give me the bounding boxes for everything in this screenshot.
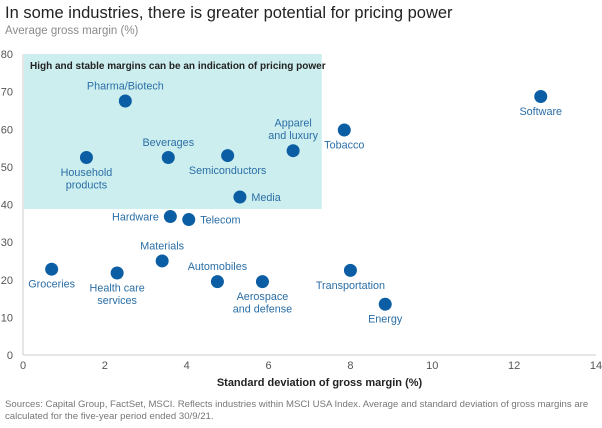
data-point[interactable]	[118, 94, 132, 108]
y-tick-label: 70	[1, 87, 13, 99]
y-axis-title: Average gross margin (%)	[5, 25, 139, 37]
chart-title: In some industries, there is greater pot…	[5, 4, 453, 22]
data-label: Pharma/Biotech	[87, 81, 164, 93]
data-label: Beverages	[142, 137, 194, 149]
x-tick-label: 12	[508, 360, 520, 372]
x-axis-ticks: 0 2 4 6 8 10 12 14	[20, 360, 602, 372]
data-point-group: Pharma/Biotech	[87, 81, 164, 108]
data-point[interactable]	[110, 266, 124, 280]
data-label: Media	[251, 192, 280, 204]
data-point-group: Hardware	[112, 210, 177, 224]
data-point[interactable]	[163, 210, 177, 224]
data-point[interactable]	[79, 150, 93, 164]
data-points: Pharma/Biotech Household products Beverages…	[28, 81, 562, 326]
data-point-group: Groceries	[28, 262, 76, 291]
data-point-group: Materials	[140, 240, 185, 268]
data-point-group: Semiconductors	[189, 149, 267, 177]
data-point[interactable]	[45, 262, 59, 276]
data-point[interactable]	[182, 213, 196, 227]
data-point-group: Media	[233, 190, 281, 204]
data-point-group: Beverages	[142, 137, 195, 164]
highlight-region-label: High and stable margins can be an indica…	[30, 61, 326, 72]
y-tick-label: 0	[7, 350, 13, 362]
data-point-group: Telecom	[182, 213, 240, 227]
data-label: Transportation	[316, 280, 385, 292]
data-point[interactable]	[343, 263, 357, 277]
data-point-group: Health care services	[90, 266, 145, 307]
data-label: Semiconductors	[189, 165, 267, 177]
y-tick-label: 50	[1, 162, 13, 174]
x-tick-label: 4	[184, 360, 190, 372]
data-label: Health care services	[90, 282, 145, 307]
x-tick-label: 2	[102, 360, 108, 372]
data-point[interactable]	[255, 275, 269, 289]
y-tick-label: 80	[1, 49, 13, 61]
data-label: Telecom	[200, 215, 240, 227]
data-point-group: Automobiles	[188, 261, 248, 289]
data-point[interactable]	[210, 275, 224, 289]
x-tick-label: 10	[426, 360, 438, 372]
data-label: Household products	[61, 167, 113, 192]
data-point[interactable]	[337, 123, 351, 137]
y-tick-label: 30	[1, 237, 13, 249]
data-label: Energy	[368, 314, 403, 326]
data-label: Apparel and luxury	[268, 118, 318, 143]
data-point-group: Software	[519, 90, 562, 118]
highlight-region	[24, 54, 322, 210]
data-point[interactable]	[161, 150, 175, 164]
data-point[interactable]	[233, 190, 247, 204]
y-tick-label: 20	[1, 275, 13, 287]
scatter-chart: High and stable margins can be an indica…	[1, 49, 602, 389]
data-point-group: Aerospace and defense	[233, 275, 292, 316]
data-point-group: Apparel and luxury	[268, 118, 319, 158]
data-label: Hardware	[112, 212, 159, 224]
x-tick-label: 6	[266, 360, 272, 372]
data-point[interactable]	[155, 254, 169, 268]
data-point[interactable]	[378, 297, 392, 311]
x-tick-label: 8	[347, 360, 353, 372]
data-label: Materials	[140, 240, 184, 252]
data-point-group: Transportation	[316, 263, 385, 292]
data-point[interactable]	[221, 149, 235, 163]
x-tick-label: 0	[20, 360, 26, 372]
y-tick-label: 10	[1, 312, 13, 324]
data-point[interactable]	[286, 144, 300, 158]
x-tick-label: 14	[590, 360, 602, 372]
y-tick-label: 60	[1, 124, 13, 136]
data-label: Automobiles	[188, 261, 248, 273]
y-tick-label: 40	[1, 200, 13, 212]
data-point-group: Tobacco	[324, 123, 364, 152]
data-label: Tobacco	[324, 140, 364, 152]
x-axis-label: Standard deviation of gross margin (%)	[217, 377, 423, 389]
data-label: Groceries	[28, 279, 75, 291]
data-point-group: Energy	[368, 297, 403, 326]
data-point[interactable]	[534, 90, 548, 104]
data-point-group: Household products	[61, 150, 113, 192]
data-label: Aerospace and defense	[233, 291, 292, 316]
y-axis-ticks: 0 10 20 30 40 50 60 70 80	[1, 49, 13, 362]
data-label: Software	[519, 106, 562, 118]
source-note: Sources: Capital Group, FactSet, MSCI. R…	[5, 399, 589, 422]
